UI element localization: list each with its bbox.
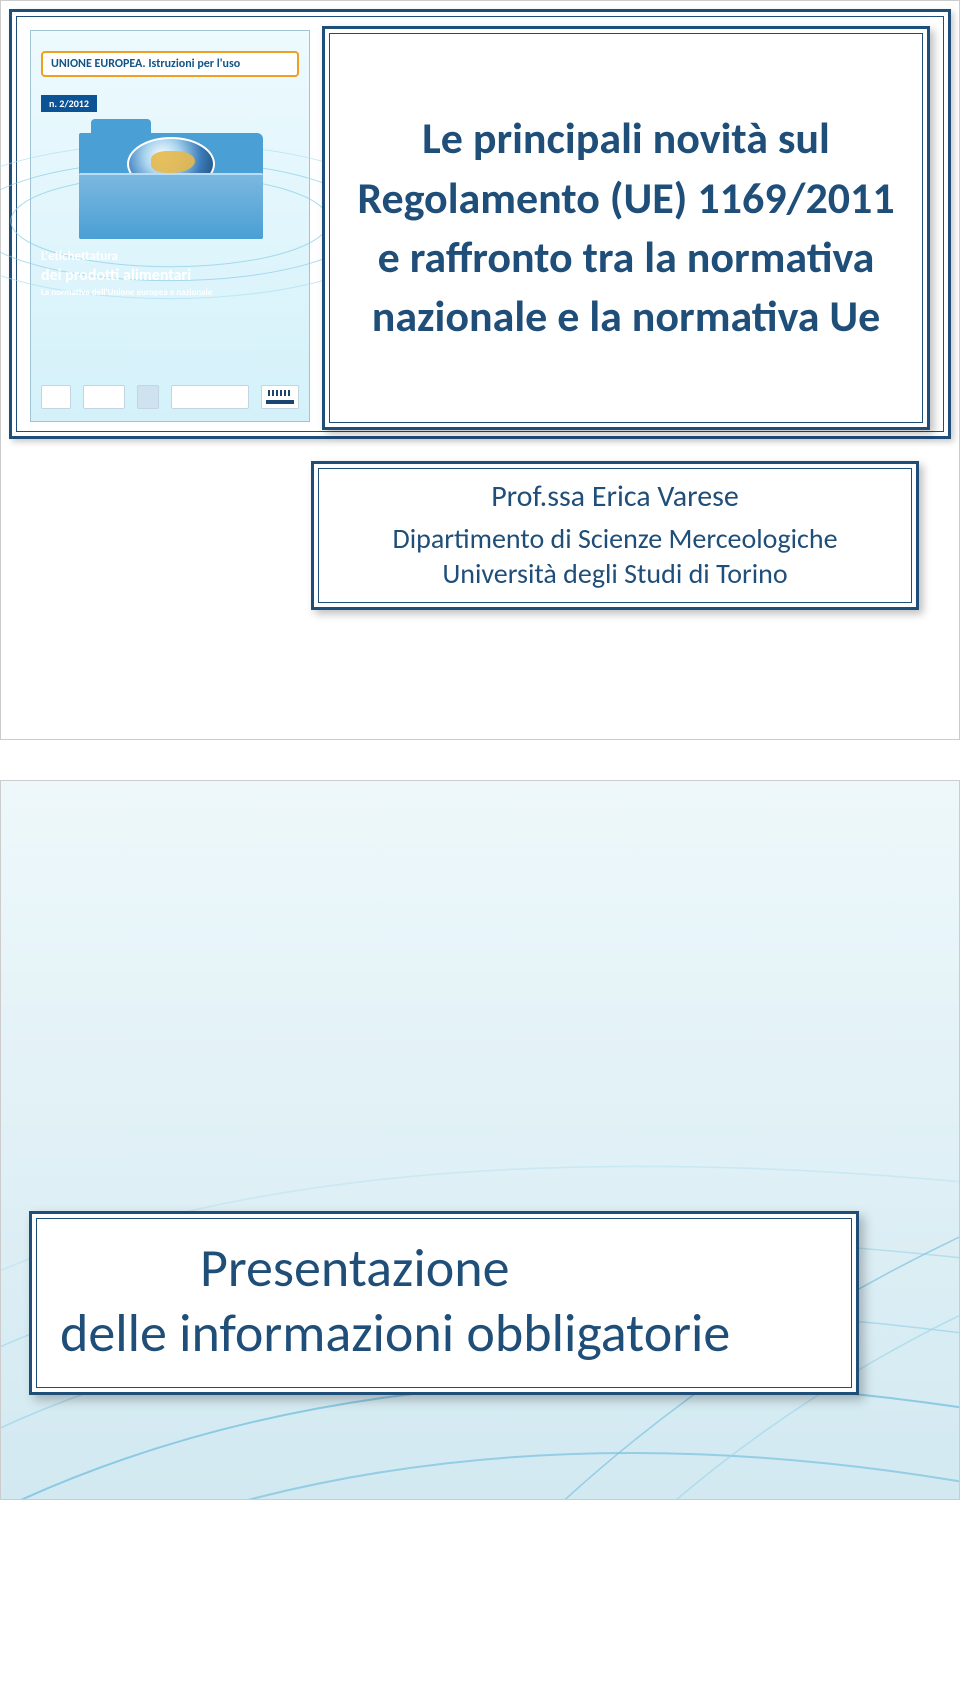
author-box: Prof.ssa Erica Varese Dipartimento di Sc… <box>311 461 919 610</box>
cover-title-sup: L'etichettatura <box>41 249 212 264</box>
cover-folder-icon <box>79 119 263 239</box>
cover-title-block: L'etichettatura dei prodotti alimentari … <box>41 249 212 298</box>
author-university: Università degli Studi di Torino <box>326 556 904 591</box>
partner-logo <box>41 385 71 409</box>
section-title: Presentazione delle informazioni obbliga… <box>60 1236 828 1366</box>
slide-1: UNIONE EUROPEA. Istruzioni per l'uso n. … <box>0 0 960 740</box>
partner-logo <box>83 385 125 409</box>
section-title-box: Presentazione delle informazioni obbliga… <box>29 1211 859 1395</box>
cover-banner: UNIONE EUROPEA. Istruzioni per l'uso <box>41 51 299 77</box>
cover-title-sub: La normativa dell'Unione europea e nazio… <box>41 287 212 298</box>
main-title-box: Le principali novità sul Regolamento (UE… <box>322 26 930 430</box>
partner-logo <box>261 385 299 409</box>
section-title-line-1: Presentazione <box>60 1236 828 1301</box>
slide-1-content: UNIONE EUROPEA. Istruzioni per l'uso n. … <box>1 1 959 581</box>
partner-logo <box>137 385 159 409</box>
partner-logo <box>171 385 249 409</box>
slide-2: Presentazione delle informazioni obbliga… <box>0 780 960 1500</box>
cover-issue-tag: n. 2/2012 <box>41 95 97 112</box>
author-name: Prof.ssa Erica Varese <box>326 478 904 515</box>
outer-frame: UNIONE EUROPEA. Istruzioni per l'uso n. … <box>9 9 951 439</box>
main-title: Le principali novità sul Regolamento (UE… <box>343 109 909 347</box>
cover-logos-row <box>41 385 299 409</box>
publication-cover: UNIONE EUROPEA. Istruzioni per l'uso n. … <box>30 30 310 422</box>
cover-title-main: dei prodotti alimentari <box>41 266 212 285</box>
author-department: Dipartimento di Scienze Merceologiche <box>326 521 904 556</box>
section-title-line-2: delle informazioni obbligatorie <box>60 1300 730 1366</box>
